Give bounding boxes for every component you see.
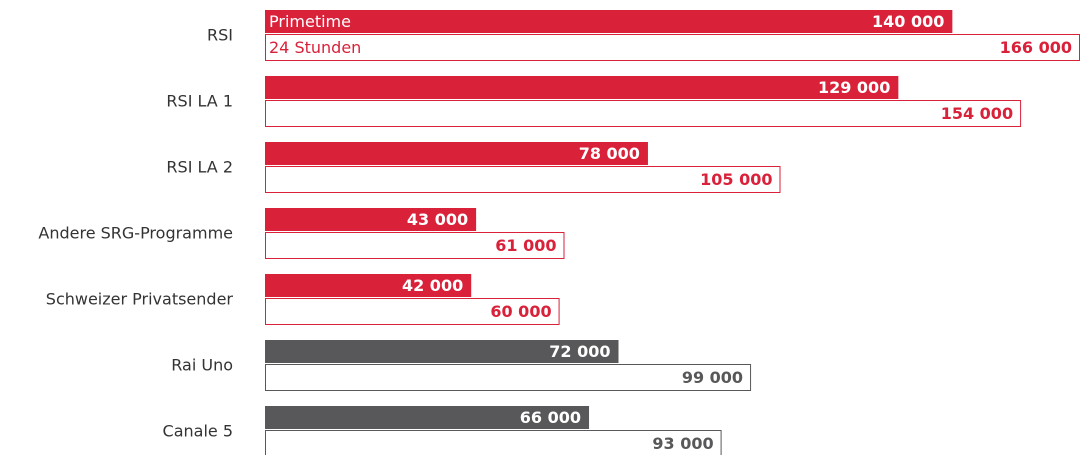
category-label: RSI: [207, 26, 233, 45]
category-label: RSI LA 1: [166, 92, 233, 111]
value-label: 166 000: [1000, 38, 1072, 57]
category-label: Schweizer Privatsender: [46, 290, 234, 309]
value-label: 60 000: [490, 302, 551, 321]
value-label: 72 000: [549, 342, 610, 361]
category-label: Rai Uno: [171, 356, 233, 375]
bar-primetime: [265, 142, 648, 165]
legend-label: Primetime: [269, 12, 351, 31]
value-label: 93 000: [652, 434, 713, 453]
legend-label: 24 Stunden: [269, 38, 361, 57]
bar-primetime: [265, 76, 899, 99]
bar-24h: [265, 34, 1080, 61]
value-label: 129 000: [818, 78, 890, 97]
value-label: 154 000: [941, 104, 1013, 123]
value-label: 140 000: [872, 12, 944, 31]
value-label: 61 000: [495, 236, 556, 255]
bar-24h: [265, 100, 1022, 127]
value-label: 42 000: [402, 276, 463, 295]
bar-24h: [265, 364, 752, 391]
value-label: 99 000: [682, 368, 743, 387]
bar-primetime: [265, 10, 953, 33]
value-label: 66 000: [520, 408, 581, 427]
value-label: 105 000: [700, 170, 772, 189]
category-label: Andere SRG-Programme: [38, 224, 233, 243]
value-label: 43 000: [407, 210, 468, 229]
bar-primetime: [265, 208, 477, 231]
bar-24h: [265, 232, 565, 259]
value-label: 78 000: [579, 144, 640, 163]
bar-24h: [265, 298, 560, 325]
bar-primetime: [265, 274, 472, 297]
bar-24h: [265, 430, 722, 455]
category-label: Canale 5: [163, 422, 233, 441]
bar-primetime: [265, 340, 619, 363]
bar-primetime: [265, 406, 590, 429]
bar-24h: [265, 166, 781, 193]
category-label: RSI LA 2: [166, 158, 233, 177]
